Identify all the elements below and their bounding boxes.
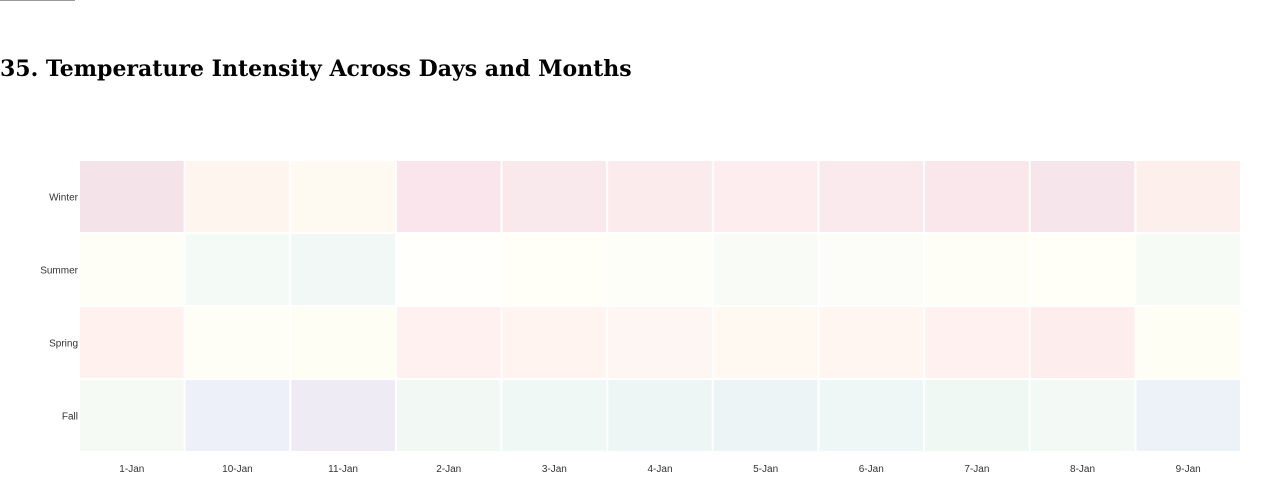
heatmap-cell-summer-9-jan	[1136, 234, 1240, 305]
heatmap-cell-fall-11-jan	[291, 380, 395, 451]
heatmap-cell-spring-3-jan	[502, 307, 607, 378]
heatmap-cell-spring-4-jan	[608, 307, 712, 378]
y-tick-label: Winter	[49, 193, 79, 204]
heatmap-cell-winter-1-jan	[80, 161, 184, 232]
x-tick-label: 10-Jan	[222, 464, 253, 475]
heatmap-cells	[80, 161, 1240, 451]
x-tick-label: 11-Jan	[328, 464, 358, 475]
x-tick-label: 8-Jan	[1070, 464, 1095, 475]
heatmap-cell-spring-9-jan	[1136, 307, 1240, 378]
heatmap-cell-fall-2-jan	[396, 380, 501, 451]
heatmap-cell-fall-9-jan	[1136, 380, 1240, 451]
heatmap-cell-winter-5-jan	[713, 161, 818, 232]
heatmap-cell-winter-8-jan	[1030, 161, 1135, 232]
x-axis-labels: 1-Jan 10-Jan 11-Jan 2-Jan 3-Jan 4-Jan 5-Jan 6-J…	[119, 464, 1200, 475]
heatmap-cell-summer-10-jan	[185, 234, 290, 305]
heatmap-cell-spring-5-jan	[713, 307, 818, 378]
heatmap-cell-summer-2-jan	[396, 234, 501, 305]
x-tick-label: 9-Jan	[1176, 464, 1201, 475]
heatmap-cell-winter-4-jan	[608, 161, 712, 232]
y-tick-label: Summer	[40, 266, 78, 277]
heatmap-cell-fall-10-jan	[185, 380, 290, 451]
heatmap-cell-winter-9-jan	[1136, 161, 1240, 232]
x-tick-label: 3-Jan	[542, 464, 567, 475]
heatmap-cell-summer-6-jan	[819, 234, 924, 305]
heatmap-cell-spring-2-jan	[396, 307, 501, 378]
heatmap-cell-fall-3-jan	[502, 380, 607, 451]
heatmap-cell-summer-7-jan	[925, 234, 1029, 305]
heatmap-cell-fall-4-jan	[608, 380, 712, 451]
heatmap-cell-winter-3-jan	[502, 161, 607, 232]
y-tick-label: Fall	[62, 412, 78, 423]
x-tick-label: 7-Jan	[964, 464, 989, 475]
heatmap-cell-winter-11-jan	[291, 161, 395, 232]
heatmap-cell-winter-6-jan	[819, 161, 924, 232]
heatmap-cell-summer-3-jan	[502, 234, 607, 305]
heatmap-cell-fall-1-jan	[80, 380, 184, 451]
y-tick-label: Spring	[49, 339, 78, 350]
heatmap-cell-summer-1-jan	[80, 234, 184, 305]
heatmap-cell-fall-8-jan	[1030, 380, 1135, 451]
heatmap-cell-spring-6-jan	[819, 307, 924, 378]
heatmap-cell-fall-6-jan	[819, 380, 924, 451]
heatmap-cell-spring-1-jan	[80, 307, 184, 378]
heatmap-cell-spring-11-jan	[291, 307, 395, 378]
heatmap-cell-fall-5-jan	[713, 380, 818, 451]
x-tick-label: 5-Jan	[753, 464, 778, 475]
heatmap-cell-winter-2-jan	[396, 161, 501, 232]
top-divider	[0, 0, 75, 1]
x-tick-label: 6-Jan	[859, 464, 884, 475]
x-tick-label: 1-Jan	[119, 464, 144, 475]
heatmap-cell-winter-7-jan	[925, 161, 1029, 232]
heatmap-cell-summer-11-jan	[291, 234, 395, 305]
heatmap-cell-spring-10-jan	[185, 307, 290, 378]
heatmap-cell-winter-10-jan	[185, 161, 290, 232]
heatmap-cell-summer-4-jan	[608, 234, 712, 305]
x-tick-label: 4-Jan	[647, 464, 672, 475]
heatmap-cell-fall-7-jan	[925, 380, 1029, 451]
x-tick-label: 2-Jan	[436, 464, 461, 475]
heatmap-cell-summer-5-jan	[713, 234, 818, 305]
heatmap-cell-summer-8-jan	[1030, 234, 1135, 305]
chart-title: 35. Temperature Intensity Across Days an…	[0, 56, 632, 82]
heatmap-cell-spring-8-jan	[1030, 307, 1135, 378]
y-axis-labels: Winter Summer Spring Fall	[40, 193, 78, 423]
heatmap-cell-spring-7-jan	[925, 307, 1029, 378]
